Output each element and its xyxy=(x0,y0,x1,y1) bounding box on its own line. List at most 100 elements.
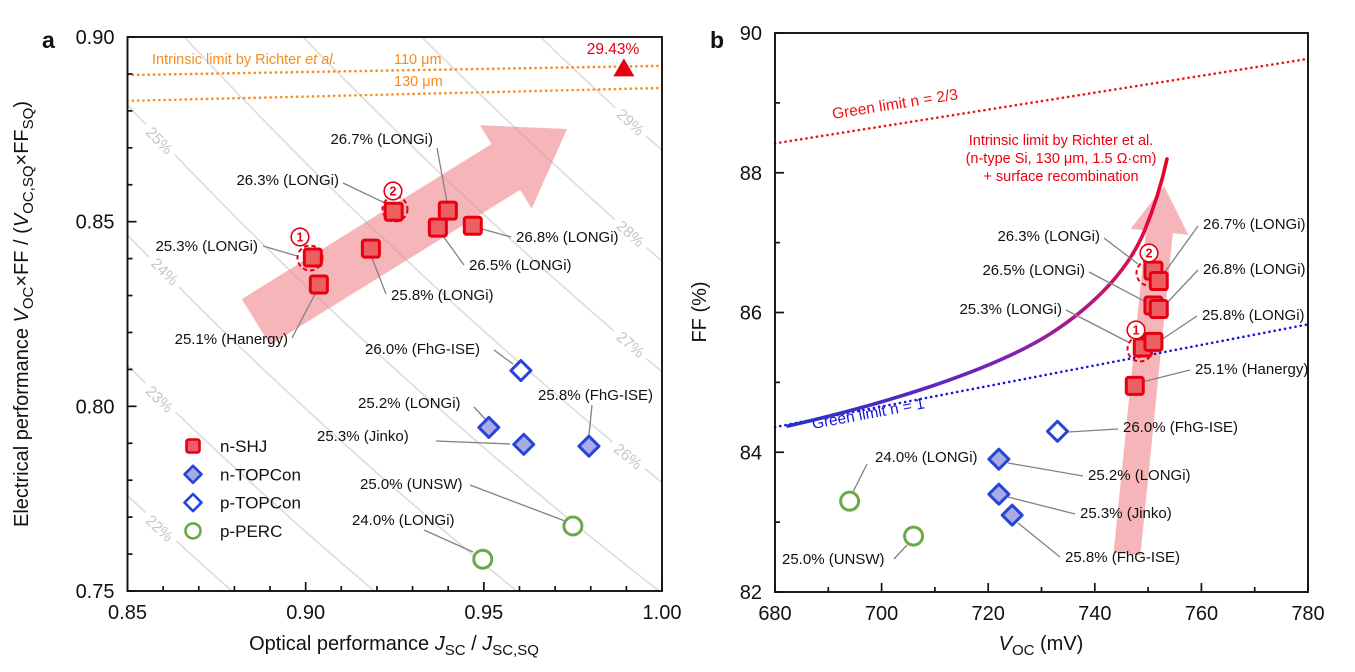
square-marker xyxy=(1148,271,1169,292)
point-label: 26.3% (LONGi) xyxy=(236,172,339,189)
callout-line xyxy=(342,182,386,204)
point-label: 25.2% (LONGi) xyxy=(358,395,461,412)
point-label: 25.0% (UNSW) xyxy=(360,476,463,493)
x-tick-label: 700 xyxy=(865,603,898,625)
callout-line xyxy=(893,544,908,560)
point-label: 25.3% (Jinko) xyxy=(1080,505,1172,522)
panel-b-letter: b xyxy=(710,27,725,53)
square-marker xyxy=(462,215,483,236)
callout-line xyxy=(435,440,511,445)
square-marker xyxy=(427,217,448,238)
circled-number xyxy=(1139,243,1159,263)
point-label: 26.8% (LONGi) xyxy=(1203,261,1306,278)
point-label: 26.5% (LONGi) xyxy=(982,262,1085,279)
record-triangle-marker xyxy=(613,58,635,77)
richter-limit-lines: 110 μm 130 μm Intrinsic limit by Richter e… xyxy=(126,52,664,103)
richter-heading: Intrinsic limit by Richter et al. xyxy=(152,52,337,68)
dotted-limit-line xyxy=(773,57,1310,145)
y-axis-title: FF (%) xyxy=(689,281,711,342)
callout-line xyxy=(423,529,474,553)
point-label: 26.7% (LONGi) xyxy=(1203,216,1306,233)
point-label: 25.8% (LONGi) xyxy=(1202,307,1305,324)
point-label: 25.2% (LONGi) xyxy=(1088,467,1191,484)
y-tick-label: 0.75 xyxy=(76,581,115,603)
intrinsic-limit-caption: (n-type Si, 130 μm, 1.5 Ω·cm) xyxy=(966,151,1157,167)
circle-marker xyxy=(472,548,494,570)
legend-label-p-TOPCon: p-TOPCon xyxy=(220,494,301,513)
point-label: 25.1% (Hanergy) xyxy=(1195,361,1308,378)
legend-label-n-SHJ: n-SHJ xyxy=(220,437,267,456)
diamond-marker xyxy=(987,447,1011,471)
intrinsic-limit-caption: + surface recombination xyxy=(983,169,1138,185)
point-label: 25.8% (FhG-ISE) xyxy=(538,387,653,404)
circle-marker xyxy=(562,515,584,537)
point-label: 25.0% (UNSW) xyxy=(782,551,885,568)
chart-text: 1 xyxy=(1133,323,1140,337)
callout-line xyxy=(1161,225,1199,277)
plot-frame xyxy=(126,36,663,592)
square-marker xyxy=(302,247,323,268)
y-tick-label: 84 xyxy=(740,442,762,464)
x-tick-label: 720 xyxy=(972,603,1005,625)
callout-line xyxy=(1065,309,1131,344)
x-axis-title: Optical performance JSC / JSC,SQ xyxy=(249,633,539,659)
point-label: 24.0% (LONGi) xyxy=(875,449,978,466)
highlight-dashed-circle xyxy=(381,195,409,223)
callout-line xyxy=(436,147,448,203)
callout-line xyxy=(588,404,593,436)
x-axis-title: VOC (mV) xyxy=(999,633,1084,659)
callout-line xyxy=(1141,369,1191,383)
green-limit-label: Green limit n = 2/3 xyxy=(831,86,959,123)
x-tick-label: 740 xyxy=(1078,603,1111,625)
circled-number xyxy=(383,181,403,201)
square-marker xyxy=(1148,299,1169,320)
callout-line xyxy=(291,293,316,339)
square-marker xyxy=(360,238,381,259)
point-label: 26.0% (FhG-ISE) xyxy=(365,341,480,358)
dotted-limit-line xyxy=(126,86,664,103)
diamond-marker xyxy=(183,492,203,513)
legend-label-n-TOPCon: n-TOPCon xyxy=(220,465,301,484)
callout-line xyxy=(1160,315,1198,341)
y-axis-title: Electrical performance VOC×FF / (VOC,SQ×… xyxy=(11,101,37,527)
y-tick-label: 82 xyxy=(740,582,762,604)
x-tick-label: 0.90 xyxy=(286,602,325,624)
y-tick-label: 88 xyxy=(740,163,762,185)
dotted-limit-line xyxy=(126,64,664,77)
diamond-marker xyxy=(183,464,203,485)
square-marker xyxy=(383,201,404,222)
callout-line xyxy=(473,406,487,421)
circle-marker xyxy=(839,490,861,512)
diamond-marker xyxy=(509,359,533,383)
contour-line-29 xyxy=(539,37,662,152)
point-label: 26.8% (LONGi) xyxy=(516,229,619,246)
y-tick-label: 0.90 xyxy=(76,27,115,49)
callout-line xyxy=(493,349,514,365)
diamond-marker xyxy=(477,415,501,439)
point-label: 25.3% (Jinko) xyxy=(317,428,409,445)
y-tick-label: 0.80 xyxy=(76,396,115,418)
callout-line xyxy=(442,235,465,266)
callout-line xyxy=(481,228,512,238)
callout-line xyxy=(1103,237,1139,265)
square-marker xyxy=(308,274,329,295)
point-label: 25.1% (Hanergy) xyxy=(175,331,288,348)
contour-label-23: 23% xyxy=(138,377,182,421)
square-marker xyxy=(185,438,201,454)
x-tick-label: 680 xyxy=(758,603,791,625)
intrinsic-limit-curve xyxy=(786,157,1169,428)
square-marker xyxy=(1143,331,1164,352)
trend-arrow xyxy=(1113,186,1189,556)
chart-text: 2 xyxy=(390,184,397,198)
callout-line xyxy=(851,463,868,495)
dotted-limit-line xyxy=(773,323,1310,429)
legend: n-SHJ n-TOPCon p-TOPCon p-PERC xyxy=(183,437,301,541)
chart-text: 2 xyxy=(1146,246,1153,260)
y-tick-label: 86 xyxy=(740,303,762,325)
square-marker xyxy=(437,200,458,221)
x-tick-label: 780 xyxy=(1291,603,1324,625)
legend-label-p-PERC: p-PERC xyxy=(220,522,282,541)
callout-line xyxy=(469,484,566,522)
